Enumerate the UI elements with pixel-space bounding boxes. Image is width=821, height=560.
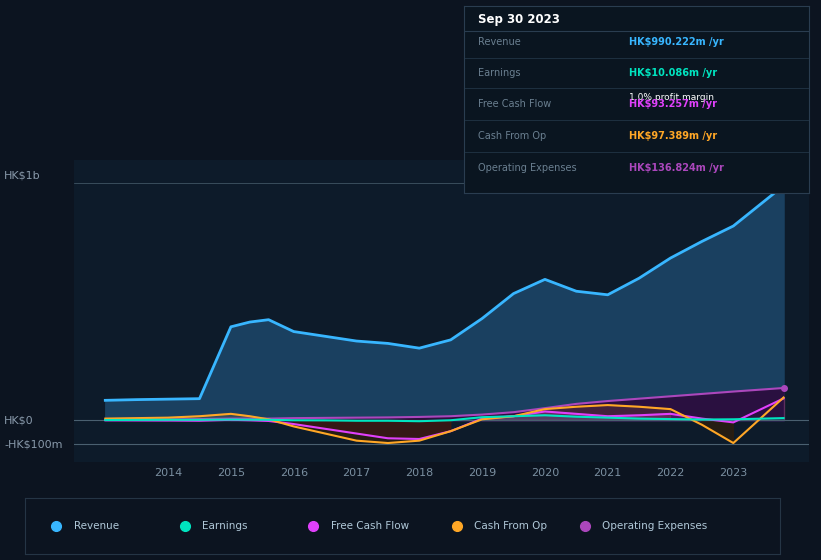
Text: HK$97.389m /yr: HK$97.389m /yr [630,131,718,141]
Text: Cash From Op: Cash From Op [474,521,547,531]
Text: HK$136.824m /yr: HK$136.824m /yr [630,163,724,173]
Text: Earnings: Earnings [202,521,248,531]
Text: Earnings: Earnings [478,68,521,77]
Text: Sep 30 2023: Sep 30 2023 [478,13,560,26]
Text: 1.0% profit margin: 1.0% profit margin [630,93,714,102]
Text: Revenue: Revenue [478,38,521,48]
Text: -HK$100m: -HK$100m [4,439,62,449]
Text: Free Cash Flow: Free Cash Flow [331,521,409,531]
Text: HK$93.257m /yr: HK$93.257m /yr [630,100,718,109]
Text: Operating Expenses: Operating Expenses [603,521,708,531]
Text: HK$10.086m /yr: HK$10.086m /yr [630,68,718,77]
Text: Free Cash Flow: Free Cash Flow [478,100,551,109]
Text: HK$1b: HK$1b [4,170,41,180]
Text: Cash From Op: Cash From Op [478,131,546,141]
Text: Revenue: Revenue [74,521,119,531]
Text: Operating Expenses: Operating Expenses [478,163,576,173]
Text: HK$0: HK$0 [4,416,34,426]
Text: HK$990.222m /yr: HK$990.222m /yr [630,38,724,48]
